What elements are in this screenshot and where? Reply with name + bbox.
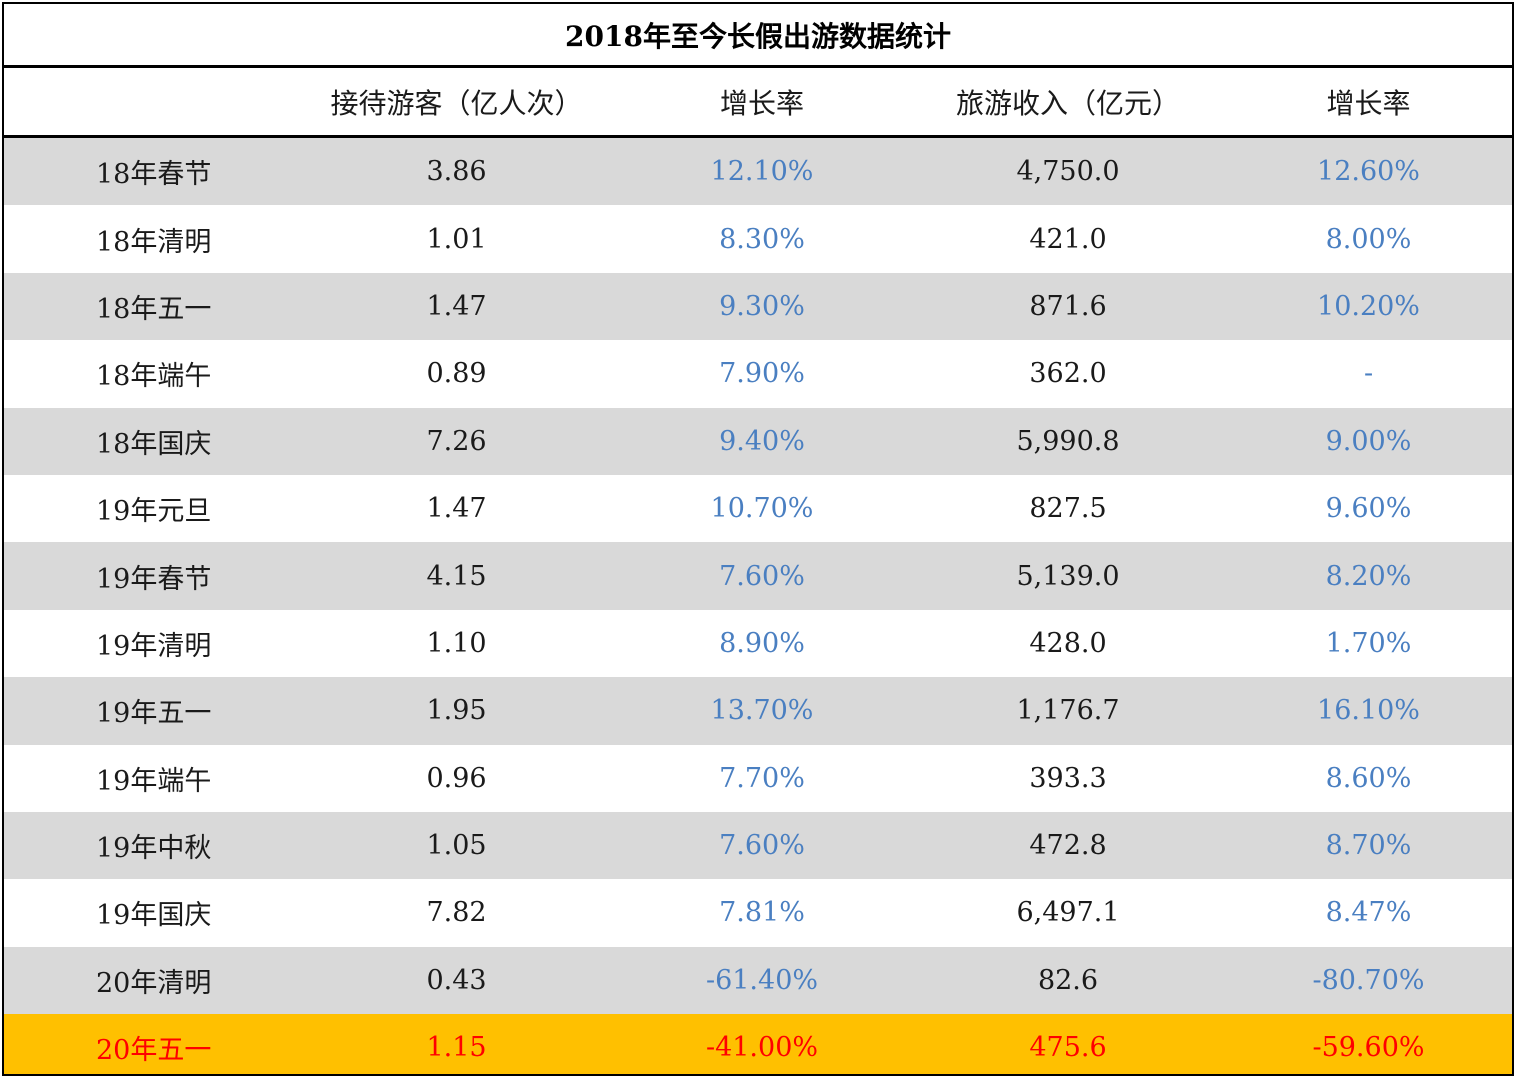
table-row: 19年五一 1.95 13.70% 1,176.7 16.10% (4, 677, 1512, 745)
header-cell-visitors-growth: 增长率 (719, 86, 804, 120)
revenue-cell: 5,139.0 (1016, 560, 1120, 592)
visitors-cell: 7.26 (426, 425, 487, 457)
visitors-growth-cell: 10.70% (710, 493, 814, 525)
revenue-growth-cell: 8.20% (1325, 560, 1412, 592)
revenue-cell: 827.5 (1029, 493, 1107, 525)
table-row: 19年元旦 1.47 10.70% 827.5 9.60% (4, 475, 1512, 542)
table-row-highlighted: 20年五一 1.15 -41.00% 475.6 -59.60% (4, 1014, 1512, 1074)
visitors-growth-cell: 7.90% (719, 358, 805, 390)
visitors-growth-cell: 7.70% (719, 762, 805, 794)
visitors-cell: 0.89 (426, 358, 487, 390)
revenue-cell: 421.0 (1029, 223, 1107, 255)
revenue-growth-cell: 1.70% (1325, 627, 1412, 659)
table-row: 18年清明 1.01 8.30% 421.0 8.00% (4, 205, 1512, 272)
visitors-growth-cell: 7.81% (719, 897, 805, 929)
row-label: 20年清明 (96, 967, 212, 999)
visitors-cell: 0.43 (426, 964, 487, 996)
header-cell-revenue-growth: 增长率 (1326, 86, 1411, 120)
row-label: 19年中秋 (96, 833, 212, 865)
visitors-growth-cell: 9.40% (719, 425, 805, 457)
row-label: 19年清明 (96, 630, 212, 662)
revenue-growth-cell: -59.60% (1312, 1032, 1425, 1064)
table-row: 19年端午 0.96 7.70% 393.3 8.60% (4, 745, 1512, 812)
visitors-cell: 1.10 (426, 627, 487, 659)
revenue-growth-cell: 8.00% (1325, 223, 1412, 255)
revenue-growth-cell: 8.60% (1325, 762, 1412, 794)
row-label: 18年五一 (96, 293, 212, 325)
row-label: 19年端午 (96, 765, 212, 797)
table-row: 19年中秋 1.05 7.60% 472.8 8.70% (4, 811, 1512, 880)
revenue-growth-cell: 8.47% (1325, 897, 1412, 929)
row-label: 18年清明 (96, 226, 212, 258)
revenue-cell: 472.8 (1029, 830, 1107, 862)
visitors-cell: 1.95 (426, 695, 487, 727)
row-label: 19年国庆 (96, 900, 212, 932)
revenue-growth-cell: 12.60% (1317, 156, 1420, 188)
revenue-cell: 5,990.8 (1016, 425, 1120, 457)
revenue-growth-cell: - (1363, 358, 1374, 390)
header-cell-revenue: 旅游收入（亿元） (955, 86, 1180, 120)
table-row: 19年国庆 7.82 7.81% 6,497.1 8.47% (4, 879, 1512, 946)
revenue-cell: 362.0 (1029, 358, 1107, 390)
header-cell-visitors: 接待游客（亿人次） (330, 86, 583, 120)
table-row: 19年春节 4.15 7.60% 5,139.0 8.20% (4, 542, 1512, 610)
revenue-cell: 4,750.0 (1016, 156, 1120, 188)
revenue-cell: 475.6 (1029, 1032, 1107, 1064)
row-label: 20年五一 (96, 1035, 212, 1067)
visitors-cell: 1.05 (426, 830, 487, 862)
revenue-growth-cell: -80.70% (1312, 964, 1425, 996)
visitors-growth-cell: 8.90% (719, 627, 805, 659)
visitors-cell: 1.47 (426, 493, 487, 525)
visitors-cell: 4.15 (426, 560, 487, 592)
visitors-cell: 1.01 (426, 223, 487, 255)
visitors-cell: 3.86 (426, 156, 487, 188)
row-label: 19年五一 (96, 698, 212, 730)
visitors-growth-cell: 7.60% (719, 830, 805, 862)
revenue-growth-cell: 10.20% (1317, 290, 1420, 322)
revenue-cell: 1,176.7 (1016, 695, 1120, 727)
row-label: 18年端午 (96, 361, 212, 393)
revenue-cell: 871.6 (1029, 290, 1107, 322)
header-row: 接待游客（亿人次） 增长率 旅游收入（亿元） 增长率 (4, 68, 1512, 138)
table-row: 20年清明 0.43 -61.40% 82.6 -80.70% (4, 946, 1512, 1015)
visitors-cell: 0.96 (426, 762, 487, 794)
visitors-growth-cell: -41.00% (705, 1032, 819, 1064)
visitors-growth-cell: 9.30% (719, 290, 805, 322)
visitors-growth-cell: 12.10% (710, 156, 814, 188)
revenue-cell: 6,497.1 (1016, 897, 1120, 929)
revenue-growth-cell: 9.60% (1325, 493, 1412, 525)
table-row: 18年端午 0.89 7.90% 362.0 - (4, 340, 1512, 407)
table-row: 18年五一 1.47 9.30% 871.6 10.20% (4, 272, 1512, 341)
visitors-cell: 1.47 (426, 290, 487, 322)
revenue-cell: 393.3 (1029, 762, 1107, 794)
row-label: 19年元旦 (96, 496, 212, 528)
row-label: 18年国庆 (96, 428, 212, 460)
revenue-cell: 82.6 (1037, 964, 1099, 996)
row-label: 19年春节 (96, 563, 212, 595)
visitors-growth-cell: 7.60% (719, 560, 805, 592)
table-row: 19年清明 1.10 8.90% 428.0 1.70% (4, 610, 1512, 677)
revenue-growth-cell: 16.10% (1317, 695, 1420, 727)
revenue-growth-cell: 9.00% (1325, 425, 1412, 457)
table-body: 18年春节 3.86 12.10% 4,750.0 12.60% 18年清明 1… (4, 138, 1512, 1074)
visitors-cell: 1.15 (426, 1032, 487, 1064)
table-row: 18年国庆 7.26 9.40% 5,990.8 9.00% (4, 407, 1512, 475)
row-label: 18年春节 (96, 159, 212, 191)
visitors-cell: 7.82 (426, 897, 487, 929)
table-title: 2018年至今长假出游数据统计 (4, 4, 1512, 68)
revenue-growth-cell: 8.70% (1325, 830, 1412, 862)
visitors-growth-cell: -61.40% (705, 964, 819, 996)
visitors-growth-cell: 13.70% (710, 695, 814, 727)
visitors-growth-cell: 8.30% (719, 223, 805, 255)
table-row: 18年春节 3.86 12.10% 4,750.0 12.60% (4, 138, 1512, 206)
revenue-cell: 428.0 (1029, 627, 1107, 659)
